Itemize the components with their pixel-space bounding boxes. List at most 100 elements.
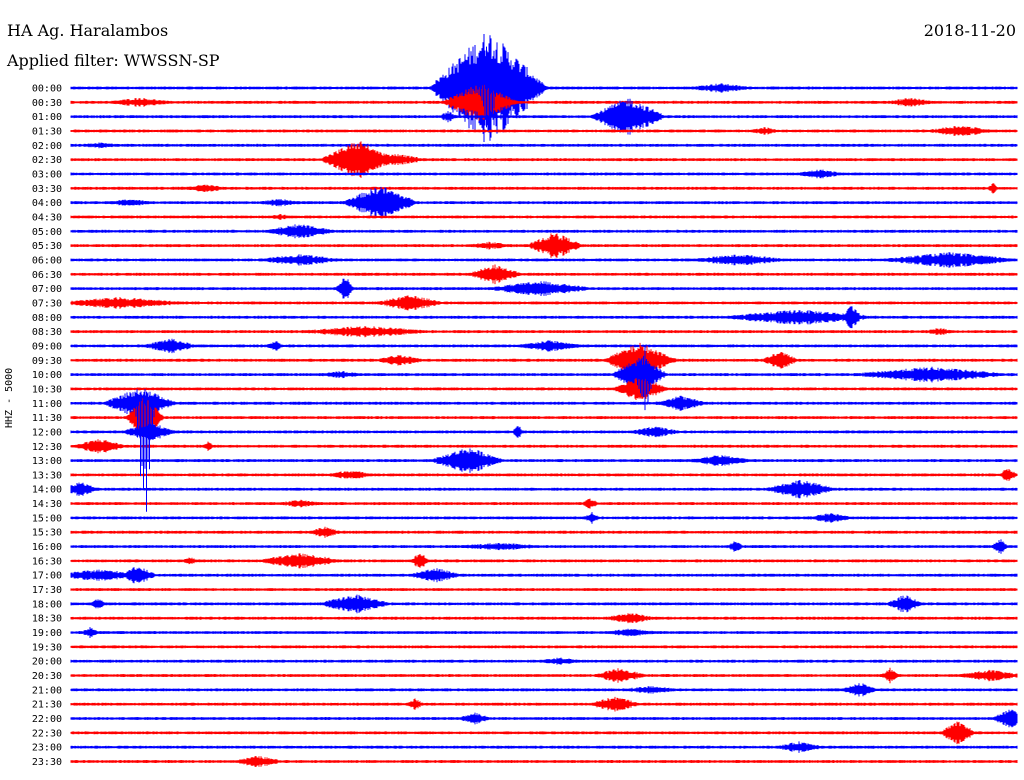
trace-line (70, 657, 1018, 665)
time-tick-label: 10:30 (32, 384, 62, 395)
time-tick-label: 13:00 (32, 456, 62, 467)
time-tick-label: 20:30 (32, 671, 62, 682)
trace-line (70, 423, 1018, 441)
time-tick-label: 20:00 (32, 657, 62, 668)
time-tick-label: 22:30 (32, 728, 62, 739)
trace-line (70, 142, 1018, 149)
event-spike (135, 389, 155, 512)
trace-line (70, 358, 1018, 391)
trace-line (70, 34, 1018, 142)
trace-line (70, 480, 1018, 499)
time-tick-label: 17:00 (32, 571, 62, 582)
time-tick-label: 16:30 (32, 556, 62, 567)
time-tick-label: 19:00 (32, 628, 62, 639)
time-tick-label: 06:30 (32, 270, 62, 281)
time-tick-label: 00:30 (32, 98, 62, 109)
time-tick-label: 19:30 (32, 642, 62, 653)
trace-line (70, 696, 1018, 712)
trace-line (70, 252, 1018, 268)
trace-line (70, 398, 1018, 437)
trace-line (70, 721, 1018, 745)
trace-line (70, 469, 1018, 481)
time-tick-label: 02:30 (32, 155, 62, 166)
time-tick-label: 04:30 (32, 212, 62, 223)
time-tick-label: 07:00 (32, 284, 62, 295)
time-tick-label: 09:30 (32, 356, 62, 367)
trace-line (70, 709, 1018, 728)
time-tick-label: 13:30 (32, 470, 62, 481)
trace-line (70, 553, 1018, 569)
trace-line (70, 214, 1018, 220)
trace-line (70, 264, 1018, 285)
time-tick-label: 03:30 (32, 184, 62, 195)
time-tick-label: 07:30 (32, 298, 62, 309)
time-tick-label: 08:00 (32, 313, 62, 324)
trace-line (70, 278, 1018, 299)
time-tick-label: 05:00 (32, 227, 62, 238)
time-tick-label: 08:30 (32, 327, 62, 338)
trace-line (70, 512, 1018, 524)
trace-line (70, 326, 1018, 338)
time-tick-label: 23:30 (32, 757, 62, 768)
trace-line (70, 389, 1018, 418)
trace-line (70, 338, 1018, 354)
trace-line (70, 183, 1018, 194)
trace-line (70, 295, 1018, 311)
trace-line (70, 741, 1018, 753)
time-tick-label: 11:30 (32, 413, 62, 424)
time-tick-label: 03:00 (32, 169, 62, 180)
time-tick-label: 09:00 (32, 341, 62, 352)
time-tick-label: 11:00 (32, 399, 62, 410)
trace-line (70, 377, 1018, 400)
time-tick-label: 18:30 (32, 614, 62, 625)
time-tick-label: 12:00 (32, 427, 62, 438)
time-tick-label: 15:30 (32, 528, 62, 539)
trace-line (70, 448, 1018, 473)
time-tick-label: 06:00 (32, 255, 62, 266)
date-label: 2018-11-20 (923, 21, 1016, 40)
event-spike (478, 43, 498, 131)
event-spike (635, 346, 655, 411)
time-tick-label: 14:00 (32, 485, 62, 496)
time-tick-label: 17:30 (32, 585, 62, 596)
trace-line (70, 126, 1018, 136)
trace-line (70, 306, 1018, 329)
trace-line (70, 186, 1018, 219)
time-tick-label: 05:30 (32, 241, 62, 252)
trace-line (70, 98, 1018, 135)
trace-line (70, 539, 1018, 554)
time-tick-label: 15:00 (32, 513, 62, 524)
time-tick-label: 04:00 (32, 198, 62, 209)
time-tick-label: 18:00 (32, 599, 62, 610)
time-tick-label: 00:00 (32, 84, 62, 95)
trace-line (70, 683, 1018, 697)
trace-line (70, 645, 1018, 649)
trace-line (70, 141, 1018, 178)
time-tick-label: 10:00 (32, 370, 62, 381)
trace-line (70, 526, 1018, 538)
time-tick-label: 01:00 (32, 112, 62, 123)
time-tick-label: 02:00 (32, 141, 62, 152)
station-title: HA Ag. Haralambos (7, 21, 169, 40)
trace-line (70, 667, 1018, 684)
trace-line (70, 498, 1018, 509)
trace-line (70, 342, 1018, 378)
time-tick-label: 14:30 (32, 499, 62, 510)
trace-line (70, 233, 1018, 258)
trace-line (70, 169, 1018, 179)
time-tick-label: 21:30 (32, 700, 62, 711)
trace-line (70, 588, 1018, 591)
trace-line (70, 439, 1018, 454)
time-tick-label: 01:30 (32, 126, 62, 137)
trace-line (70, 594, 1018, 614)
filter-label: Applied filter: WWSSN-SP (7, 51, 220, 70)
time-tick-label: 23:00 (32, 743, 62, 754)
trace-line (70, 627, 1018, 638)
time-tick-label: 16:00 (32, 542, 62, 553)
time-tick-label: 12:30 (32, 442, 62, 453)
trace-line (70, 613, 1018, 624)
trace-line (70, 567, 1018, 584)
time-tick-label: 22:00 (32, 714, 62, 725)
trace-line (70, 756, 1018, 767)
